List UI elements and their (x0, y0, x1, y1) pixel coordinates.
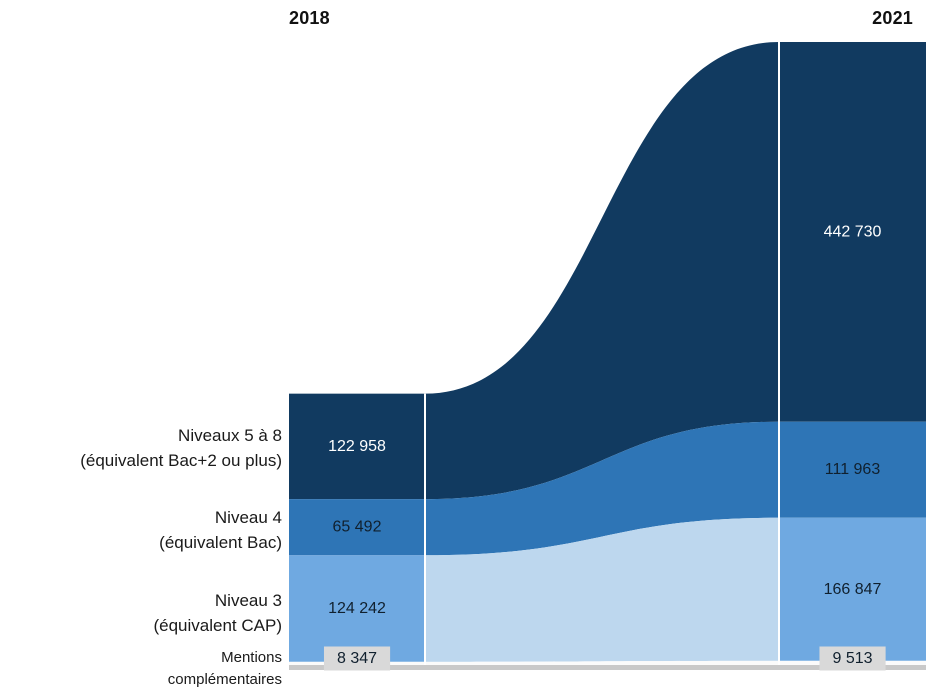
value-label: 9 513 (832, 650, 872, 667)
column-header-2021: 2021 (872, 8, 913, 28)
value-label: 124 242 (328, 600, 386, 617)
bar-2021-segment (779, 42, 926, 422)
value-label: 111 963 (825, 461, 881, 478)
category-label-line: Niveaux 5 à 8 (178, 426, 282, 445)
bar-flow-separator (424, 393, 426, 669)
value-label: 65 492 (333, 519, 382, 536)
value-label: 166 847 (824, 581, 882, 598)
category-label-line: (équivalent Bac+2 ou plus) (80, 451, 282, 470)
flow-ribbon (425, 517, 779, 662)
chart-baseline (289, 665, 926, 670)
category-label-line: (équivalent Bac) (159, 533, 282, 552)
category-label-line: complémentaires (167, 671, 282, 688)
value-label-bg (323, 646, 391, 671)
bar-2018-segment (289, 555, 425, 662)
category-label-line: (équivalent CAP) (153, 616, 282, 635)
category-label-line: Mentions (221, 649, 282, 666)
value-label: 8 347 (337, 650, 377, 667)
value-label-bg (819, 646, 886, 671)
value-label: 442 730 (824, 223, 882, 240)
bar-2021-segment (779, 517, 926, 661)
flow-ribbon (425, 42, 779, 500)
bar-2021-segment (779, 421, 926, 518)
category-label-line: Niveau 3 (214, 591, 282, 610)
column-header-2018: 2018 (289, 8, 330, 28)
category-label-niveaux-5-8: Niveaux 5 à 8 (équivalent Bac+2 ou plus) (0, 423, 282, 473)
bar-2018-segment (289, 499, 425, 556)
category-label-mentions-complementaires: Mentions complémentaires (0, 647, 282, 691)
category-label-line: Niveau 4 (214, 508, 282, 527)
bar-2018-segment (289, 393, 425, 500)
flow-ribbon (425, 421, 779, 556)
category-label-niveau-4: Niveau 4 (équivalent Bac) (0, 505, 282, 555)
value-label: 122 958 (328, 438, 386, 455)
bar-flow-separator (778, 42, 780, 669)
category-label-niveau-3: Niveau 3 (équivalent CAP) (0, 588, 282, 638)
